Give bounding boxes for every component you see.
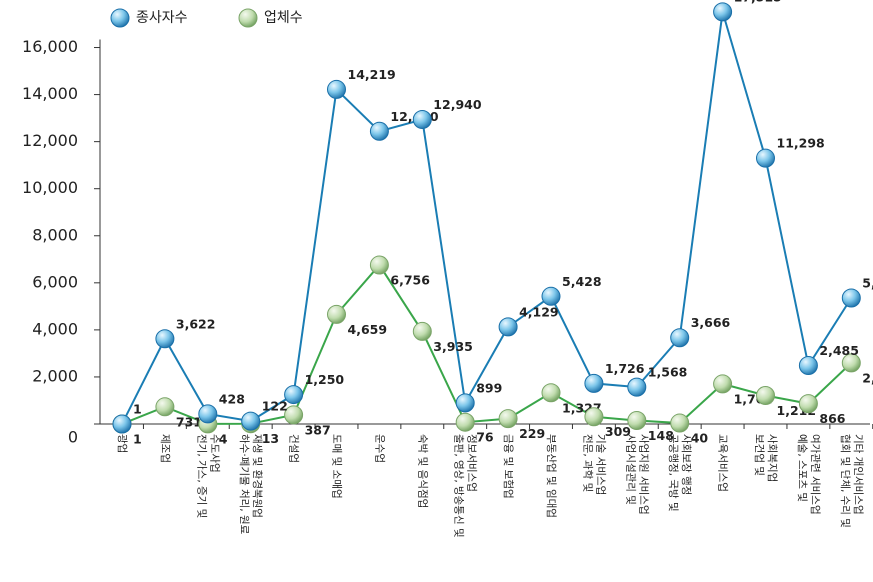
x-tick-label: 출판, 영상, 방송통신 및정보서비스업 (453, 434, 479, 538)
data-label: 2,485 (819, 343, 859, 358)
data-label: 76 (476, 430, 494, 445)
data-point (670, 413, 690, 433)
data-point (369, 121, 389, 141)
data-label: 229 (519, 426, 545, 441)
data-point (455, 393, 475, 413)
data-point (155, 329, 175, 349)
data-label: 4,129 (519, 304, 559, 319)
data-label: 428 (219, 391, 245, 406)
data-point (841, 353, 861, 373)
data-point (627, 377, 647, 397)
data-label: 309 (605, 424, 631, 439)
data-label: 11,298 (777, 136, 825, 151)
data-label: 14,219 (348, 67, 396, 82)
y-tick-label: 10,000 (22, 178, 78, 197)
y-tick-label: 2,000 (32, 366, 78, 385)
data-point (369, 255, 389, 275)
x-tick-label: 금융 및 보험업 (502, 434, 515, 499)
x-tick-label: 협회 및 단체, 수리 및기타 개인서비스업 (839, 434, 865, 528)
data-label: 17,515 (734, 0, 782, 4)
data-label: 3,935 (433, 339, 473, 354)
data-point (713, 374, 733, 394)
data-point (713, 2, 733, 22)
x-tick-label: 숙박 및 음식점업 (416, 434, 429, 508)
data-label: 1,568 (648, 365, 688, 380)
x-tick-label: 광업 (116, 434, 129, 453)
data-point (155, 397, 175, 417)
legend-marker (238, 8, 258, 28)
data-label: 148 (648, 428, 674, 443)
data-point (670, 328, 690, 348)
data-point (584, 373, 604, 393)
y-tick-label: 16,000 (22, 37, 78, 56)
data-label: 866 (819, 411, 845, 426)
x-tick-label: 건설업 (288, 434, 301, 463)
y-tick-label: 14,000 (22, 84, 78, 103)
data-label: 4,659 (348, 322, 388, 337)
x-tick-label: 하수·폐기물 처리, 원료재생 및 환경복원업 (238, 434, 264, 535)
y-tick-label: 6,000 (32, 272, 78, 291)
x-tick-label: 부동산업 및 임대업 (545, 434, 558, 518)
legend-label: 업체수 (264, 10, 303, 26)
data-point (627, 411, 647, 431)
data-point (498, 409, 518, 429)
y-tick-label: 4,000 (32, 319, 78, 338)
data-label: 5,355 (862, 276, 873, 291)
x-tick-label: 교육서비스업 (717, 434, 730, 492)
x-tick-label: 예술, 스포츠 및여가관련 서비스업 (796, 434, 822, 515)
data-label: 2,599 (862, 370, 873, 385)
x-tick-label: 전문, 과학 및기술 서비스업 (581, 434, 607, 495)
data-point (327, 79, 346, 99)
data-point (198, 404, 218, 424)
data-point (412, 321, 432, 341)
legend-label: 종사자수 (136, 10, 188, 26)
data-label: 3,666 (691, 315, 731, 330)
series-line (121, 11, 853, 425)
data-label: 731 (176, 414, 202, 429)
data-point (112, 414, 132, 434)
data-point (455, 412, 475, 432)
data-point (412, 110, 432, 130)
data-label: 5,428 (562, 274, 602, 289)
data-point (284, 385, 304, 405)
data-point (756, 385, 775, 405)
x-tick-label: 사업시설관리 및사업지원 서비스업 (624, 434, 650, 515)
data-label: 1,250 (305, 372, 345, 387)
x-tick-label: 도매 및 소매업 (331, 434, 344, 499)
y-tick-label: 12,000 (22, 131, 78, 150)
data-label: 1,726 (605, 361, 645, 376)
data-point (798, 356, 818, 376)
data-label: 387 (305, 422, 331, 437)
x-tick-label: 운수업 (373, 434, 386, 463)
data-point (327, 304, 346, 324)
data-point (798, 394, 818, 414)
data-point (241, 411, 261, 431)
data-label: 6,756 (390, 273, 430, 288)
y-tick-label: 0 (68, 428, 78, 447)
y-tick-label: 8,000 (32, 225, 78, 244)
data-point (541, 383, 561, 403)
x-tick-label: 전기, 가스, 증기 및수도사업 (195, 434, 221, 518)
data-point (756, 148, 775, 168)
x-tick-label: 보건업 및사회복지업 (753, 434, 779, 482)
data-point (584, 407, 604, 427)
data-label: 13 (262, 431, 279, 446)
data-label: 1 (133, 401, 142, 416)
legend-marker (110, 8, 130, 28)
data-label: 4 (219, 431, 228, 446)
data-point (498, 317, 518, 337)
data-label: 899 (476, 380, 502, 395)
data-label: 1 (133, 431, 142, 446)
data-label: 3,622 (176, 316, 216, 331)
x-tick-label: 공공행정, 국방 및사회보장 행정 (667, 434, 692, 512)
data-label: 12,940 (433, 97, 482, 112)
data-point (284, 405, 304, 425)
data-point (541, 286, 561, 306)
x-tick-label: 제조업 (159, 434, 172, 463)
data-label: 40 (691, 431, 709, 446)
data-point (841, 288, 861, 308)
data-label: 122 (262, 399, 288, 414)
